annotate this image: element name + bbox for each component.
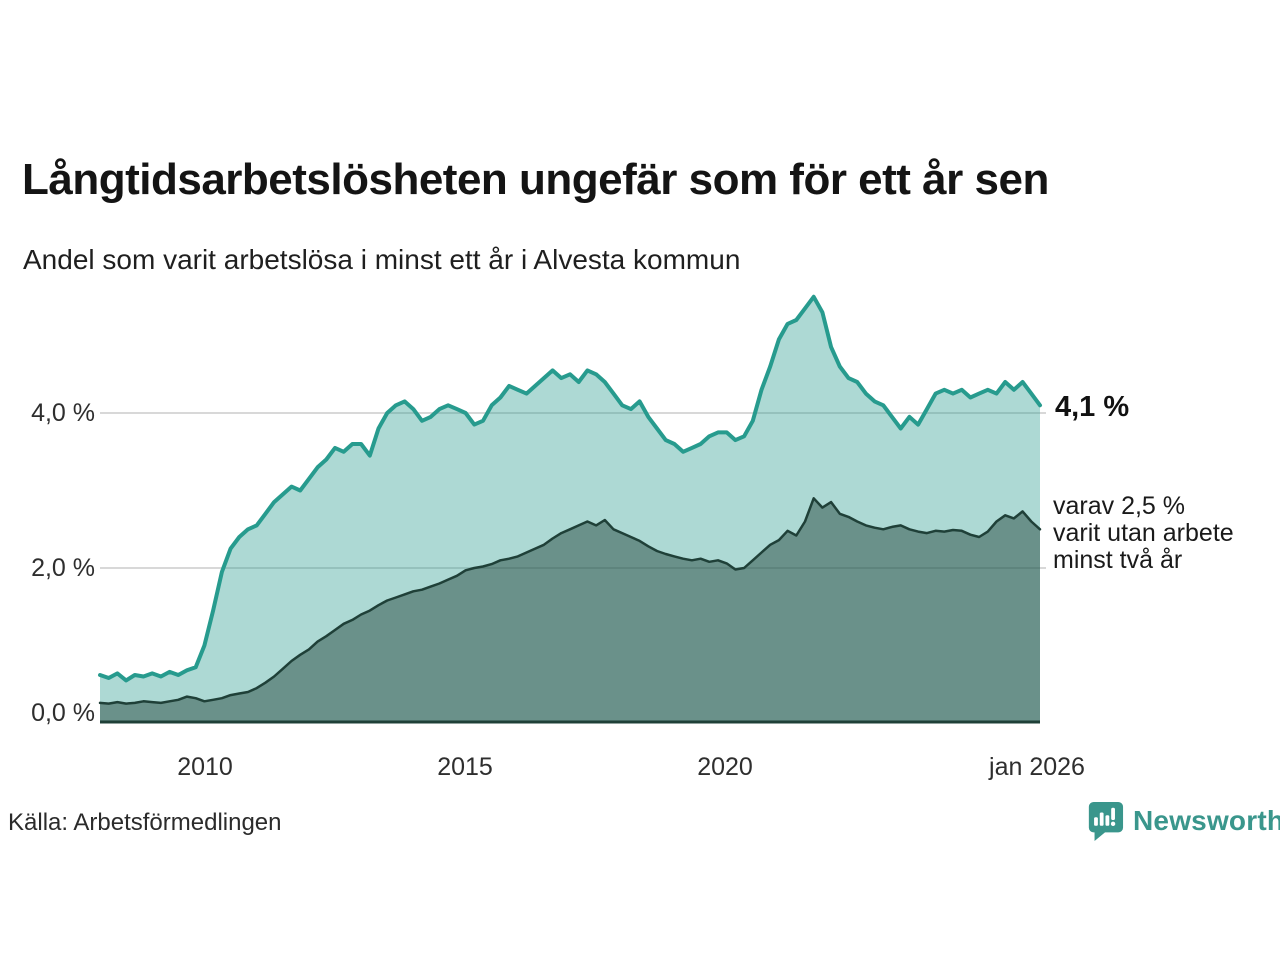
- x-tick-2020: 2020: [697, 753, 753, 781]
- series-twoyear-area: [100, 498, 1040, 723]
- annotation-two-year-line2: varit utan arbete: [1053, 519, 1234, 547]
- newsworthy-bubble-icon: [1088, 802, 1124, 841]
- chart-subtitle: Andel som varit arbetslösa i minst ett å…: [23, 244, 741, 275]
- series-twoyear-line: [98, 497, 1042, 705]
- page-title: Långtidsarbetslösheten ungefär som för e…: [22, 155, 1049, 205]
- y-tick-0: 0,0 %: [31, 699, 95, 727]
- newsworthy-logo[interactable]: Newsworthy: [1086, 799, 1280, 843]
- annotation-two-year-line1: varav 2,5 %: [1053, 492, 1186, 520]
- newsworthy-wordmark: Newsworthy: [1133, 805, 1280, 836]
- series-total-line: [98, 294, 1042, 683]
- y-tick-4: 4,0 %: [31, 399, 95, 427]
- series-total-area: [100, 296, 1040, 723]
- x-tick-2015: 2015: [437, 753, 493, 781]
- source-note: Källa: Arbetsförmedlingen: [8, 809, 282, 836]
- y-tick-2: 2,0 %: [31, 554, 95, 582]
- x-tick-2010: 2010: [177, 753, 233, 781]
- annotation-two-year-line3: minst två år: [1053, 546, 1183, 574]
- annotation-two-year: varav 2,5 % varit utan arbete minst två …: [1053, 493, 1234, 574]
- x-tick-jan2026: jan 2026: [989, 753, 1085, 781]
- annotation-latest-total: 4,1 %: [1055, 391, 1130, 423]
